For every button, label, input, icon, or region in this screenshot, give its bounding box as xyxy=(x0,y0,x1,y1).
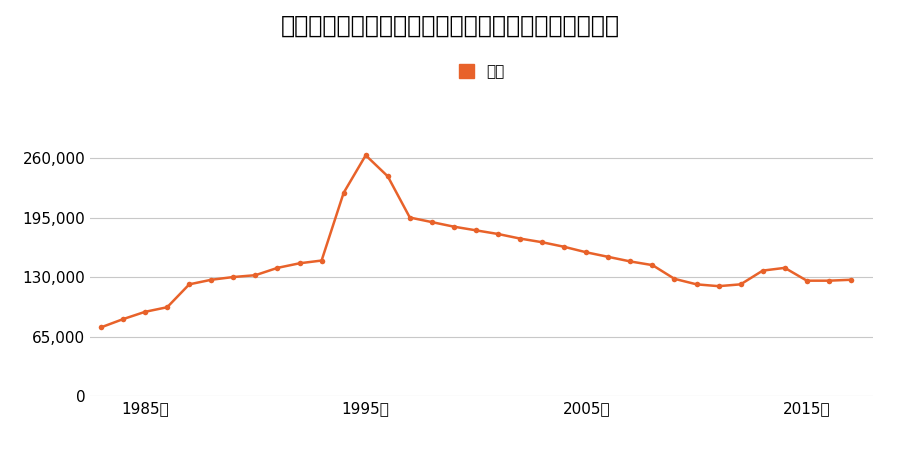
Legend: 価格: 価格 xyxy=(453,58,510,86)
Text: 愛知県名古屋市中川区打出１丁目１４２番の地価推移: 愛知県名古屋市中川区打出１丁目１４２番の地価推移 xyxy=(281,14,619,37)
